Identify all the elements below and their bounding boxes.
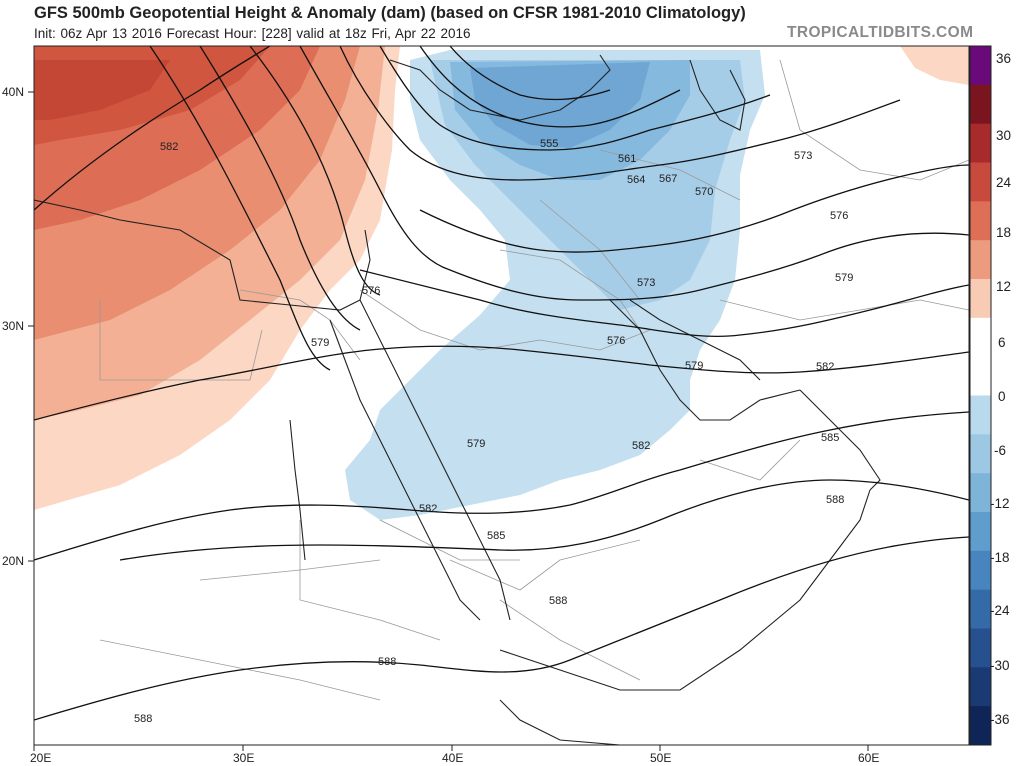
colorbar-swatch — [970, 279, 991, 319]
colorbar-frame — [969, 45, 992, 746]
colorbar-label: 6 — [998, 335, 1006, 350]
contour-label: 555 — [540, 138, 558, 150]
contour-label: 582 — [419, 503, 437, 515]
colorbar-swatch — [970, 84, 991, 125]
colorbar-swatch — [970, 356, 991, 396]
contour-label: 573 — [794, 150, 812, 162]
colorbar-swatch — [970, 46, 991, 86]
colorbar-label: -18 — [990, 550, 1010, 565]
lon-tick-label: 30E — [233, 751, 254, 765]
lat-tick-label: 20N — [2, 554, 24, 568]
contour-label: 585 — [821, 432, 839, 444]
colorbar-swatch — [970, 628, 991, 668]
contour-labels: 582 555 561 564 567 570 573 576 579 576 … — [134, 138, 853, 725]
lon-tick-label: 40E — [442, 751, 463, 765]
colorbar-swatch — [970, 589, 991, 629]
colorbar-swatch — [970, 162, 991, 202]
contour-label: 570 — [695, 186, 713, 198]
contour-label: 573 — [637, 277, 655, 289]
colorbar-label: -6 — [994, 443, 1006, 458]
colorbar-label: -36 — [990, 712, 1010, 727]
contour-label: 579 — [685, 360, 703, 372]
colorbar-label: 36 — [996, 51, 1011, 66]
lon-tick-label: 60E — [858, 751, 879, 765]
colorbar-label: 18 — [996, 225, 1011, 240]
colorbar-swatch — [970, 434, 991, 474]
contour-label: 582 — [632, 440, 650, 452]
country-borders — [99, 59, 969, 701]
coastlines — [34, 54, 881, 745]
colorbar-swatch — [970, 473, 991, 513]
contour-label: 567 — [659, 173, 677, 185]
contour-label: 579 — [311, 337, 329, 349]
brand-watermark: TROPICALTIDBITS.COM — [787, 24, 974, 41]
contour-label: 576 — [362, 285, 380, 297]
colorbar-label: -12 — [990, 496, 1010, 511]
lat-tick-label: 40N — [2, 85, 24, 99]
colorbar-label: -24 — [990, 603, 1010, 618]
lon-axis: 20E 30E 40E 50E 60E — [30, 745, 879, 765]
contour-label: 582 — [816, 361, 834, 373]
map-frame — [33, 45, 970, 746]
colorbar-swatch — [970, 706, 991, 746]
contour-label: 564 — [627, 174, 645, 186]
map-subtitle: Init: 06z Apr 13 2016 Forecast Hour: [22… — [34, 26, 471, 41]
height-contours — [34, 46, 969, 721]
anomaly-shading — [34, 46, 969, 520]
page-title: GFS 500mb Geopotential Height & Anomaly … — [34, 4, 746, 22]
colorbar-swatch — [970, 512, 991, 552]
contour-label: 588 — [134, 713, 152, 725]
colorbar-label: 0 — [998, 389, 1006, 404]
colorbar-swatch — [970, 123, 991, 163]
contour-label: 579 — [835, 272, 853, 284]
colorbar-swatch — [970, 240, 991, 280]
colorbar-label: 30 — [996, 128, 1011, 143]
colorbar-swatch — [970, 317, 991, 358]
lat-axis: 40N 30N 20N — [2, 85, 34, 568]
colorbar-label: 24 — [996, 175, 1012, 190]
contour-label: 588 — [549, 595, 567, 607]
lon-tick-label: 20E — [30, 751, 51, 765]
colorbar-swatch — [970, 201, 991, 241]
contour-label: 576 — [830, 210, 848, 222]
contour-label: 582 — [160, 141, 178, 153]
colorbar-labels: 36 30 24 18 12 6 0 -6 -12 -18 -24 -30 -3… — [990, 51, 1012, 727]
contour-label: 588 — [378, 656, 396, 668]
anomaly-colorbar — [969, 45, 992, 746]
contour-label: 585 — [487, 530, 505, 542]
colorbar-swatch — [970, 667, 991, 707]
contour-label: 576 — [607, 335, 625, 347]
contour-label: 588 — [826, 494, 844, 506]
lat-tick-label: 30N — [2, 319, 24, 333]
contour-label: 561 — [618, 153, 636, 165]
colorbar-label: 12 — [996, 279, 1011, 294]
contour-label: 579 — [467, 438, 485, 450]
colorbar-swatch — [970, 550, 991, 591]
lon-tick-label: 50E — [650, 751, 671, 765]
colorbar-swatch — [970, 395, 991, 435]
colorbar-label: -30 — [990, 658, 1010, 673]
